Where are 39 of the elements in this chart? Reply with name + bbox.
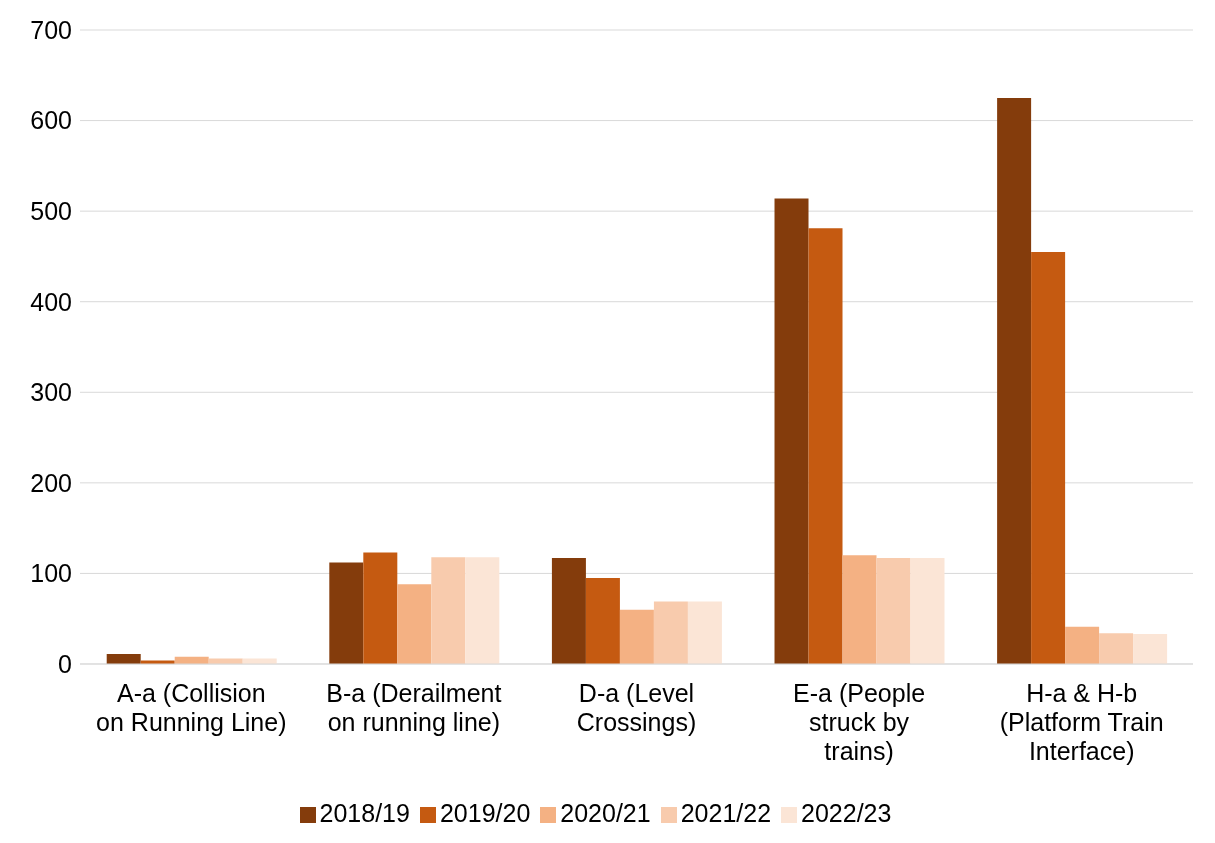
bar <box>1065 626 1100 664</box>
y-tick-label: 600 <box>30 106 72 135</box>
bar <box>808 228 843 664</box>
x-tick-label: B-a (Derailment on running line) <box>326 679 502 736</box>
bar <box>876 558 911 664</box>
bar <box>551 558 586 664</box>
bar <box>774 198 809 664</box>
y-tick-label: 100 <box>30 559 72 588</box>
x-tick-label: A-a (Collision on Running Line) <box>96 679 287 736</box>
bar <box>1031 251 1066 664</box>
y-tick-label: 200 <box>30 468 72 497</box>
bar <box>1133 634 1168 664</box>
y-tick-label: 300 <box>30 378 72 407</box>
bar <box>687 601 722 664</box>
legend-label: 2021/22 <box>680 799 772 827</box>
y-tick-label: 400 <box>30 287 72 316</box>
legend-label: 2018/19 <box>319 799 410 827</box>
x-tick-label: D-a (Level Crossings) <box>576 679 697 736</box>
bar <box>842 555 877 664</box>
bar <box>329 562 364 664</box>
y-tick-label: 500 <box>30 197 72 226</box>
y-tick-label: 700 <box>30 15 72 44</box>
legend-label: 2020/21 <box>560 799 651 827</box>
bar <box>1099 633 1134 664</box>
x-tick-label: E-a (People struck by trains) <box>793 679 926 765</box>
x-tick-label: H-a & H-b (Platform Train Interface) <box>999 679 1164 765</box>
bar <box>397 584 432 664</box>
bar <box>363 552 398 664</box>
bar <box>619 609 654 664</box>
bar <box>465 557 500 664</box>
legend-label: 2022/23 <box>801 799 892 827</box>
bar <box>431 557 466 664</box>
legend-label: 2019/20 <box>439 799 531 827</box>
y-tick-label: 0 <box>58 649 72 678</box>
bar <box>997 97 1032 664</box>
bar <box>910 558 945 664</box>
bar <box>106 654 141 664</box>
bar <box>585 577 620 664</box>
bar <box>653 601 688 664</box>
